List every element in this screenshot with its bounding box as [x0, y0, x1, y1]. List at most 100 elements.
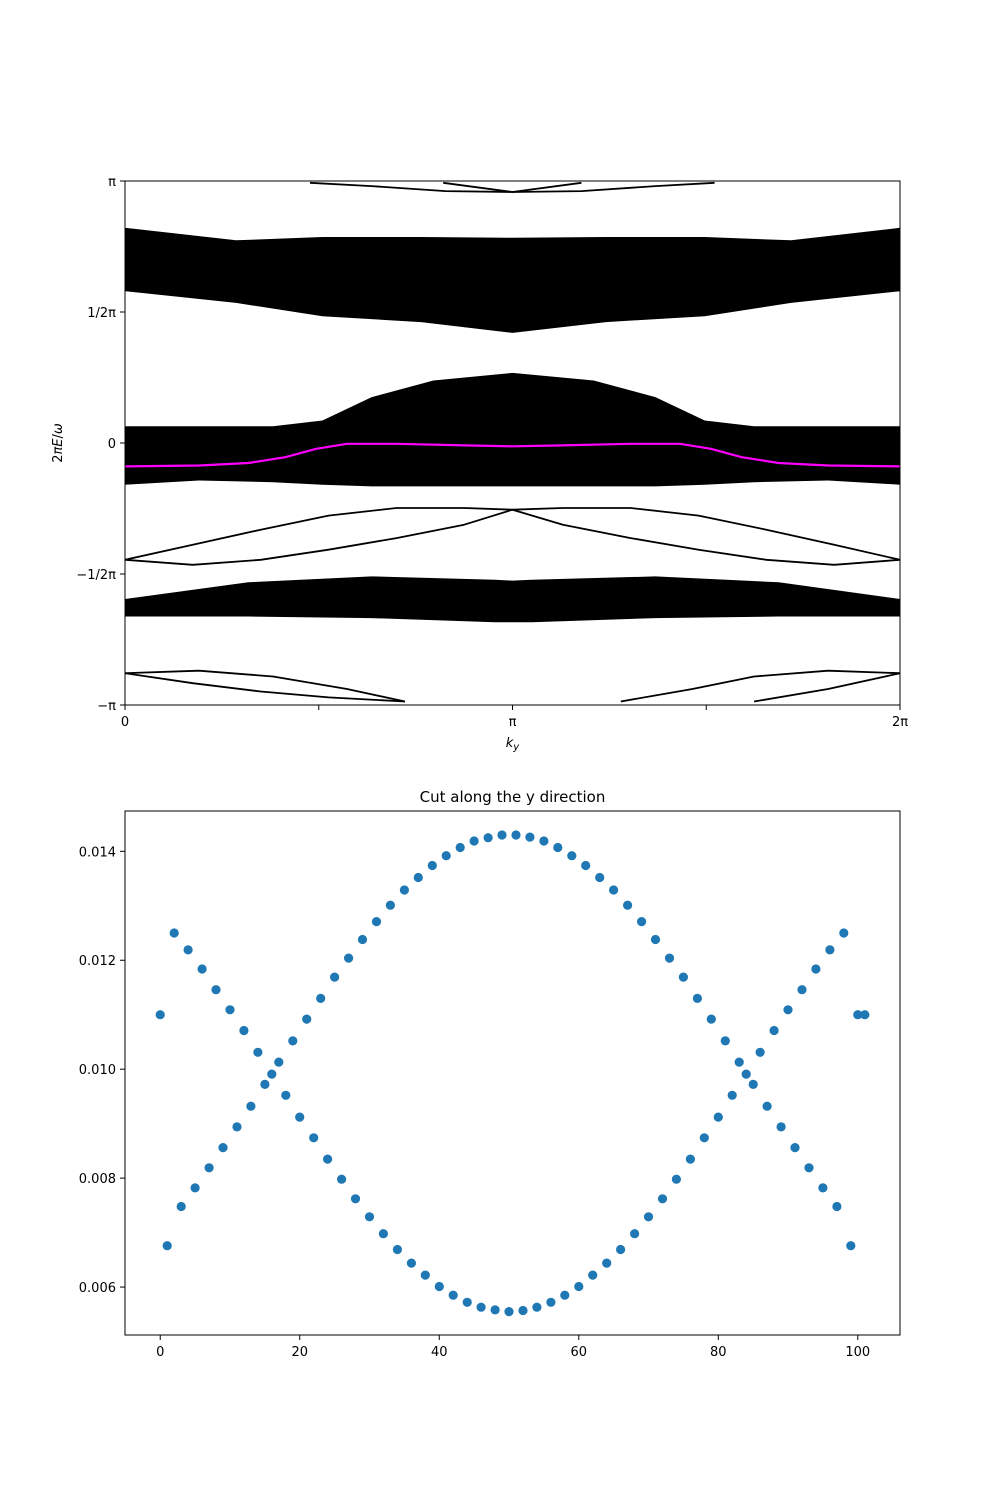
energy-band-1	[125, 372, 900, 487]
scatter-point	[588, 1270, 598, 1280]
energy-band-0	[125, 227, 900, 333]
scatter-point	[664, 953, 675, 963]
scatter-point	[567, 851, 577, 861]
edge-state-line-2	[309, 181, 582, 193]
band-y-tick-label-0: −π	[97, 699, 116, 714]
scatter-y-tick-label-0: 0.006	[79, 1281, 116, 1296]
band-x-tick-label-4: 2π	[892, 715, 908, 730]
scatter-point	[581, 860, 591, 871]
cut-scatter-ticks: 0 20 40 60 80 100 0.006 0.008 0.010 0.012 0.014	[79, 845, 870, 1360]
band-structure-xlabel: ky	[506, 736, 521, 753]
scatter-point	[204, 1163, 214, 1173]
scatter-point	[267, 1069, 277, 1079]
energy-band-2	[125, 576, 900, 623]
scatter-point	[330, 972, 340, 982]
scatter-point	[427, 860, 437, 871]
edge-state-line-1	[124, 507, 901, 566]
cut-scatter-frame	[124, 810, 901, 1336]
band-x-tick-label-2: π	[509, 715, 517, 730]
scatter-point	[385, 900, 395, 910]
scatter-point	[560, 1290, 570, 1300]
scatter-point	[288, 1036, 298, 1046]
scatter-point	[260, 1079, 270, 1089]
scatter-point	[323, 1154, 333, 1164]
highlight-band-line	[124, 442, 901, 468]
scatter-point	[818, 1183, 828, 1193]
scatter-point	[839, 928, 849, 938]
scatter-point	[616, 1244, 626, 1255]
scatter-point	[748, 1079, 758, 1089]
scatter-point	[811, 964, 821, 974]
cut-scatter-marks	[155, 830, 870, 1317]
scatter-point	[197, 964, 207, 974]
scatter-point	[706, 1014, 716, 1024]
scatter-point	[511, 830, 521, 840]
band-structure-panel: 0 π 2π −π −1/2π 0 1/2π π ky 2πE/ω	[51, 175, 908, 753]
scatter-point	[413, 872, 423, 883]
scatter-point	[337, 1174, 347, 1184]
scatter-x-tick-label-0: 0	[156, 1345, 164, 1360]
scatter-point	[832, 1201, 842, 1212]
scatter-point	[406, 1258, 416, 1268]
scatter-point	[650, 934, 661, 945]
scatter-point	[504, 1307, 514, 1317]
scatter-point	[623, 900, 633, 910]
scatter-point	[574, 1281, 584, 1292]
scatter-point	[790, 1143, 800, 1153]
scatter-point	[420, 1270, 430, 1280]
scatter-point	[295, 1112, 305, 1122]
band-y-tick-label-4: π	[108, 175, 116, 190]
scatter-point	[671, 1174, 682, 1184]
scatter-point	[532, 1302, 542, 1312]
scatter-point	[441, 851, 451, 861]
scatter-point	[176, 1201, 186, 1212]
scatter-point	[727, 1090, 737, 1100]
scatter-point	[392, 1244, 402, 1255]
scatter-x-tick-label-4: 80	[710, 1345, 727, 1360]
scatter-point	[643, 1212, 654, 1222]
band-x-tick-label-0: 0	[121, 715, 129, 730]
scatter-y-tick-label-4: 0.014	[79, 845, 116, 860]
scatter-point	[281, 1090, 291, 1100]
edge-state-line-3	[443, 181, 715, 193]
scatter-point	[776, 1122, 786, 1132]
scatter-point	[302, 1014, 312, 1024]
scatter-point	[448, 1290, 458, 1300]
scatter-point	[637, 917, 647, 927]
scatter-point	[825, 945, 835, 955]
band-y-tick-label-1: −1/2π	[76, 568, 116, 583]
cut-scatter-title: Cut along the y direction	[420, 788, 606, 806]
scatter-point	[685, 1154, 696, 1164]
scatter-point	[525, 832, 535, 842]
scatter-point	[678, 972, 689, 982]
scatter-y-tick-label-3: 0.012	[79, 954, 116, 969]
scatter-point	[399, 885, 409, 895]
scatter-point	[253, 1047, 263, 1057]
scatter-point	[225, 1005, 235, 1015]
edge-state-line-5	[124, 672, 406, 703]
scatter-point	[490, 1305, 500, 1315]
scatter-point	[469, 836, 479, 846]
scatter-point	[546, 1297, 556, 1307]
scatter-point	[713, 1112, 723, 1122]
scatter-point	[344, 953, 354, 963]
scatter-point	[734, 1057, 744, 1067]
scatter-point	[860, 1010, 870, 1020]
scatter-point	[364, 1212, 375, 1222]
scatter-point	[190, 1183, 200, 1193]
edge-state-line-7	[753, 672, 901, 703]
scatter-point	[378, 1229, 388, 1239]
scatter-point	[162, 1241, 172, 1251]
scatter-point	[274, 1057, 284, 1067]
scatter-point	[553, 842, 563, 853]
scatter-point	[483, 833, 493, 843]
scatter-point	[699, 1133, 709, 1143]
scatter-point	[246, 1101, 256, 1111]
scatter-point	[797, 985, 807, 995]
scatter-y-tick-label-2: 0.010	[79, 1063, 116, 1078]
scatter-point	[350, 1194, 361, 1204]
band-structure-ticks: 0 π 2π −π −1/2π 0 1/2π π	[76, 175, 908, 730]
scatter-y-tick-label-1: 0.008	[79, 1172, 116, 1187]
scatter-point	[846, 1241, 856, 1251]
